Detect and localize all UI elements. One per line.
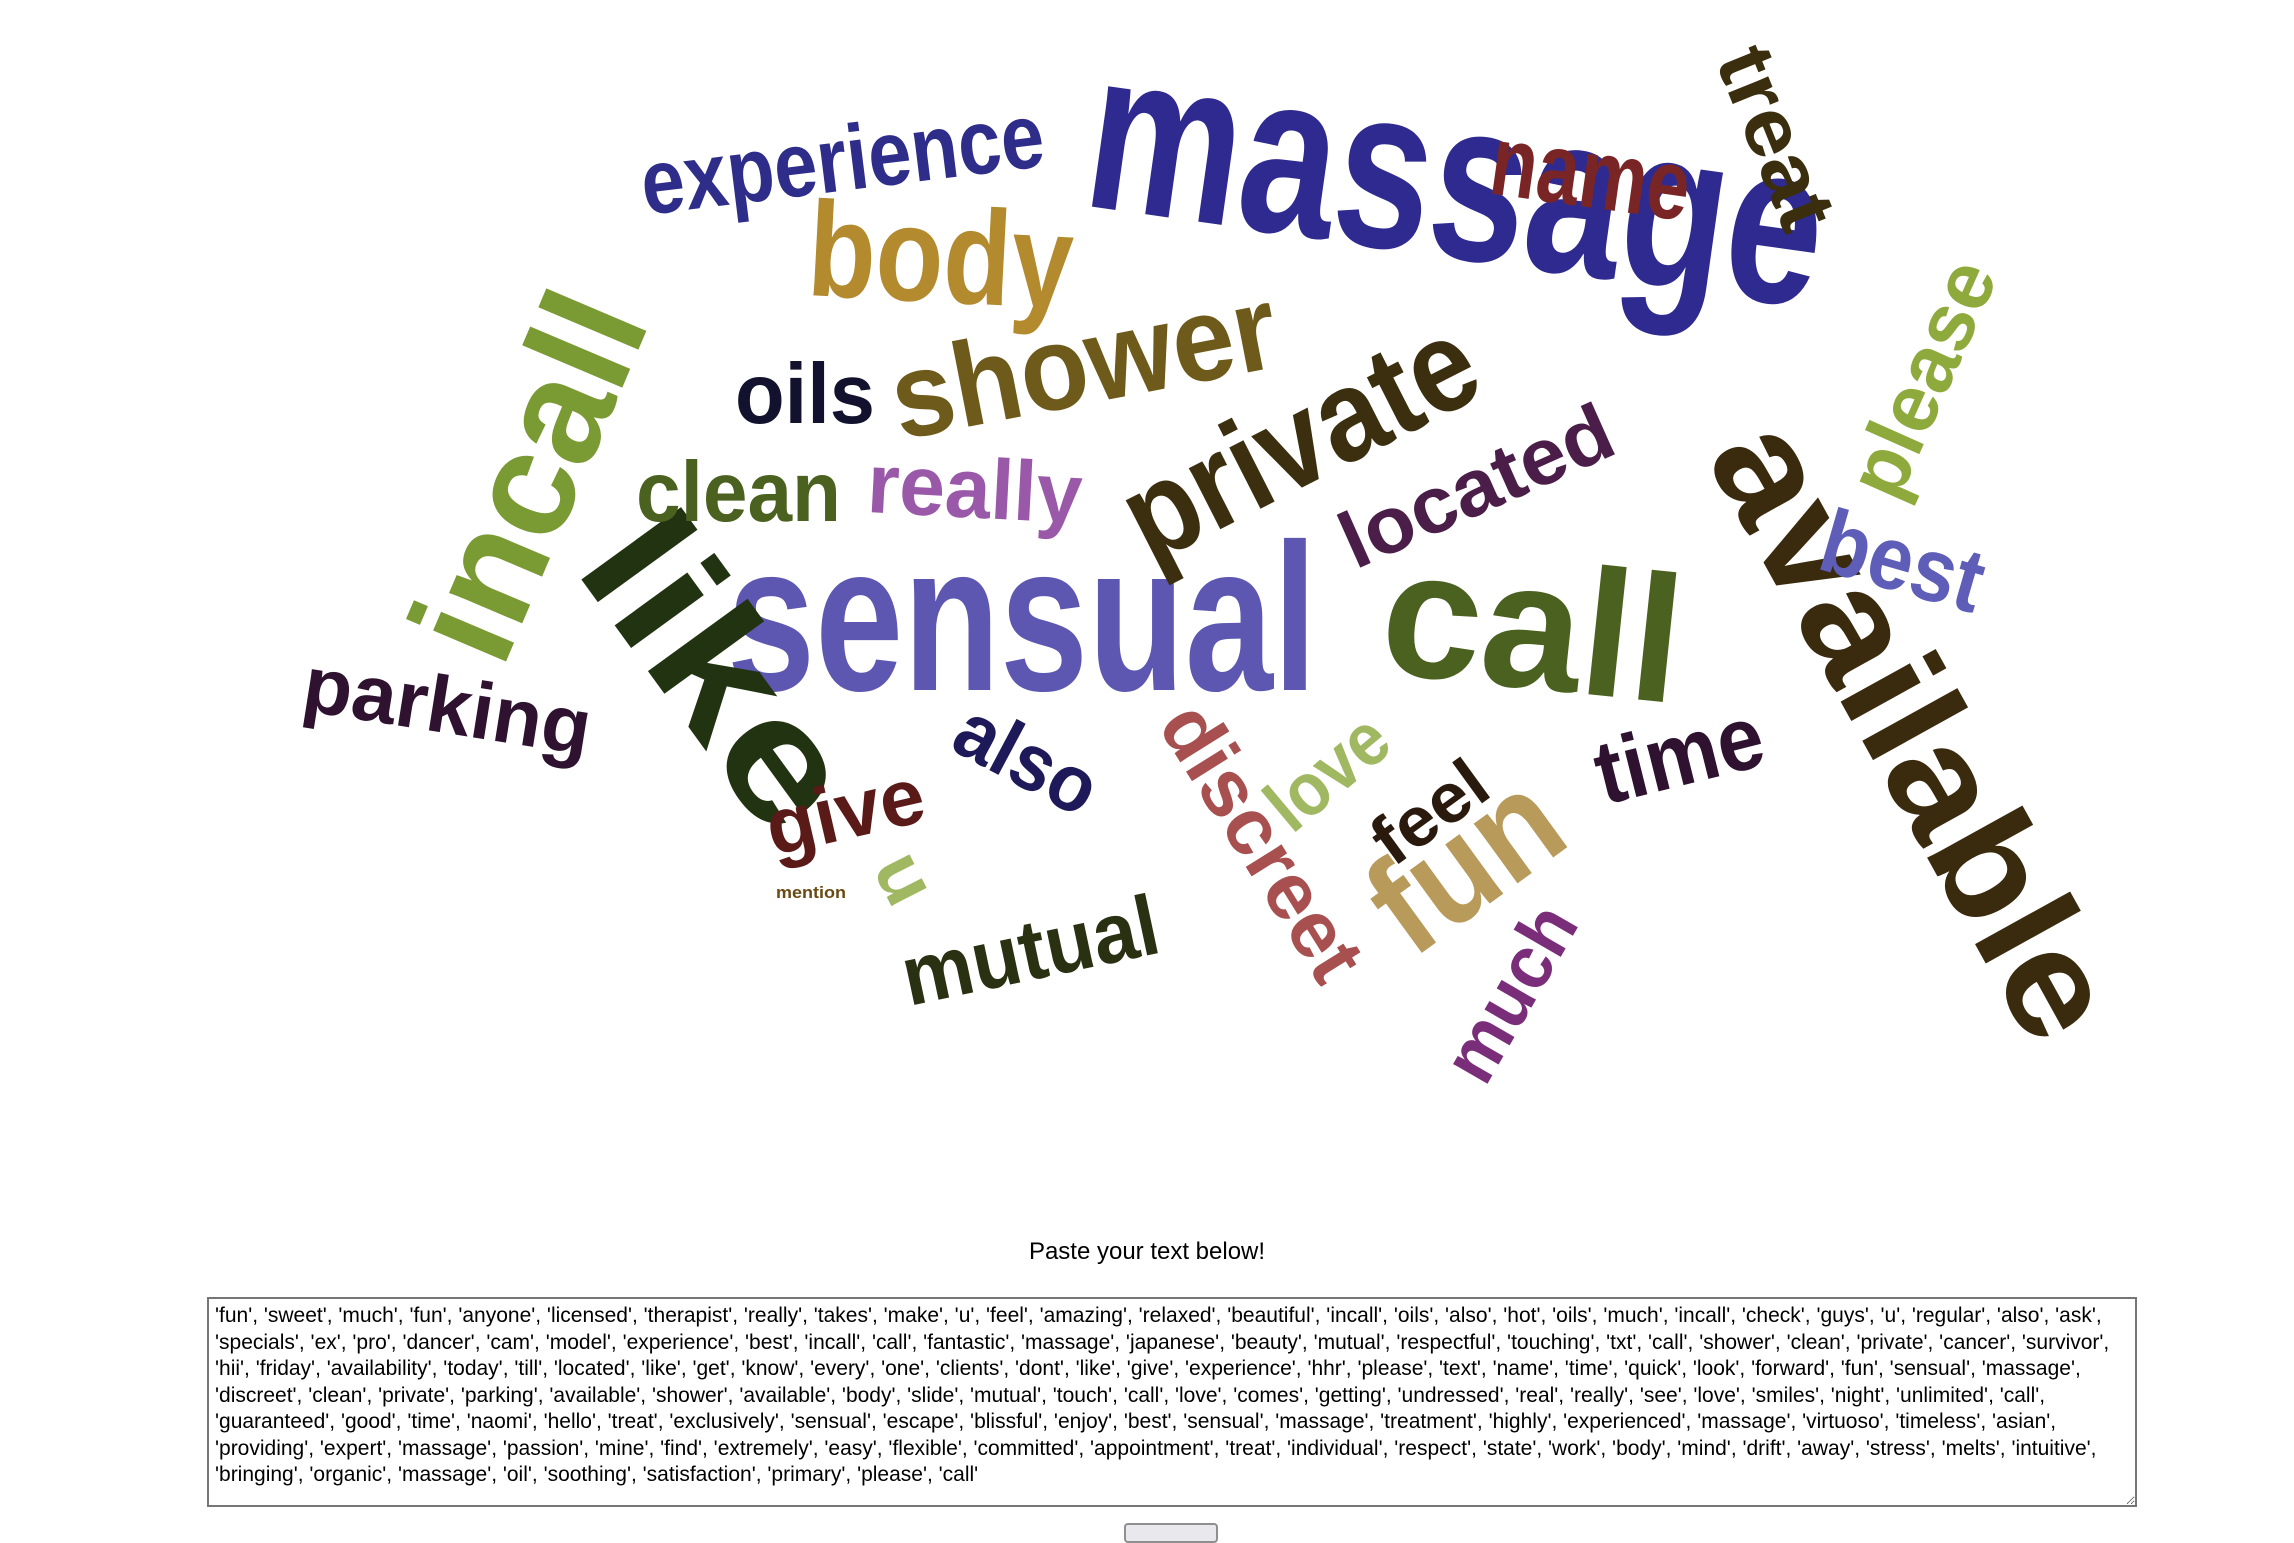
word-really: really	[865, 436, 1085, 542]
word-clean: clean	[636, 445, 841, 540]
submit-button[interactable]	[1124, 1523, 1218, 1543]
word-oils: oils	[735, 347, 875, 442]
word-call: call	[1373, 511, 1692, 742]
word-cloud: massage sensual available incall like ca…	[297, 0, 2153, 1096]
word-body: body	[804, 173, 1077, 338]
word-name: name	[1484, 104, 1698, 243]
word-parking: parking	[297, 639, 597, 772]
word-please: please	[1830, 246, 2015, 511]
paste-prompt: Paste your text below!	[1028, 1238, 1266, 1265]
word-mutual: mutual	[893, 878, 1167, 1025]
word-sensual: sensual	[727, 500, 1317, 735]
text-input[interactable]: 'fun', 'sweet', 'much', 'fun', 'anyone',…	[207, 1297, 2137, 1507]
word-mention: mention	[776, 883, 846, 902]
